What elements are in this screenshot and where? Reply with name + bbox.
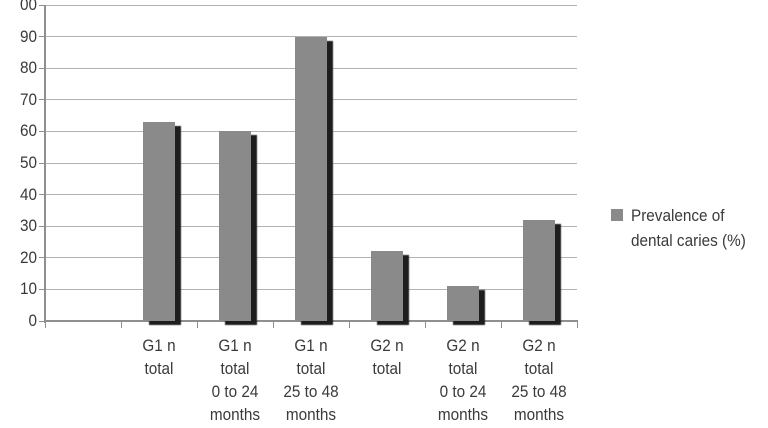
x-category-label-line: 0 to 24 bbox=[211, 382, 259, 401]
y-tick-label: 70 bbox=[19, 89, 37, 109]
x-category-label-line: total bbox=[296, 359, 326, 378]
x-category-label-line: months bbox=[513, 405, 565, 424]
y-axis-tick bbox=[39, 4, 45, 6]
bar-g2-n-total-0-to-24-months bbox=[447, 286, 479, 321]
bar-g1-n-total-25-to-48-months bbox=[295, 36, 327, 321]
x-axis-line bbox=[44, 320, 578, 322]
y-tick-label: 80 bbox=[19, 58, 37, 78]
y-tick-label: 60 bbox=[19, 121, 37, 141]
x-category-label-line: G2 n bbox=[370, 336, 404, 355]
x-category-label-g1-n-total-0-to-24-months: G1 n total 0 to 24 months bbox=[195, 334, 276, 426]
y-tick-label: 00 bbox=[19, 0, 37, 14]
x-category-label-line: total bbox=[220, 359, 250, 378]
legend-label-line1: Prevalence of bbox=[631, 206, 725, 225]
x-category-label-line: months bbox=[437, 405, 489, 424]
y-axis-tick bbox=[39, 320, 45, 322]
x-category-label-g2-n-total: G2 n total bbox=[347, 334, 428, 380]
x-axis-tick bbox=[273, 321, 274, 328]
x-category-label-g1-n-total: G1 n total bbox=[119, 334, 200, 380]
y-tick-label: 40 bbox=[19, 184, 37, 204]
x-category-label-line: 0 to 24 bbox=[439, 382, 487, 401]
y-axis-tick bbox=[39, 288, 45, 290]
gridline-100 bbox=[45, 4, 577, 6]
bar-g1-n-total bbox=[143, 121, 175, 321]
y-axis-tick bbox=[39, 99, 45, 101]
x-category-label-line: months bbox=[209, 405, 261, 424]
y-axis-line bbox=[44, 5, 46, 323]
x-category-label-line: total bbox=[448, 359, 478, 378]
y-tick-label: 50 bbox=[19, 153, 37, 172]
x-axis-tick bbox=[349, 321, 350, 328]
x-axis-tick bbox=[197, 321, 198, 328]
x-axis-tick bbox=[577, 321, 578, 328]
y-axis-tick bbox=[39, 67, 45, 69]
bar-g2-n-total bbox=[371, 251, 403, 321]
x-axis-tick bbox=[501, 321, 502, 328]
x-category-label-line: 25 to 48 bbox=[283, 382, 339, 401]
x-category-label-line: G1 n bbox=[218, 336, 252, 355]
legend-label: Prevalence of dental caries (%) bbox=[631, 203, 746, 253]
y-tick-label: 90 bbox=[19, 26, 37, 46]
x-category-label-line: total bbox=[372, 359, 402, 378]
y-tick-label: 30 bbox=[19, 216, 37, 236]
x-category-label-line: months bbox=[285, 405, 337, 424]
legend: Prevalence of dental caries (%) bbox=[611, 203, 759, 253]
x-category-label-line: total bbox=[144, 359, 174, 378]
x-category-label-line: G2 n bbox=[446, 336, 480, 355]
y-tick-label: 10 bbox=[19, 279, 37, 299]
x-axis-tick bbox=[121, 321, 122, 328]
legend-label-line2: dental caries (%) bbox=[631, 231, 746, 250]
y-axis-tick bbox=[39, 162, 45, 164]
y-tick-label: 0 bbox=[28, 311, 37, 330]
legend-swatch bbox=[611, 209, 623, 221]
x-axis-tick bbox=[45, 321, 46, 328]
x-axis-tick bbox=[425, 321, 426, 328]
y-axis-tick bbox=[39, 194, 45, 196]
y-axis-tick bbox=[39, 36, 45, 38]
y-axis-tick bbox=[39, 130, 45, 132]
x-category-label-g1-n-total-25-to-48-months: G1 n total 25 to 48 months bbox=[271, 334, 352, 426]
bar-g1-n-total-0-to-24-months bbox=[219, 131, 251, 321]
x-category-label-line: G2 n bbox=[522, 336, 556, 355]
x-category-label-line: 25 to 48 bbox=[511, 382, 567, 401]
x-category-label-g2-n-total-0-to-24-months: G2 n total 0 to 24 months bbox=[423, 334, 504, 426]
y-tick-label: 20 bbox=[19, 247, 37, 267]
x-category-label-g2-n-total-25-to-48-months: G2 n total 25 to 48 months bbox=[499, 334, 580, 426]
x-category-label-line: G1 n bbox=[142, 336, 176, 355]
x-category-label-line: G1 n bbox=[294, 336, 328, 355]
bar-g2-n-total-25-to-48-months bbox=[523, 219, 555, 321]
y-axis-tick bbox=[39, 225, 45, 227]
y-axis-tick bbox=[39, 257, 45, 259]
x-category-label-line: total bbox=[524, 359, 554, 378]
